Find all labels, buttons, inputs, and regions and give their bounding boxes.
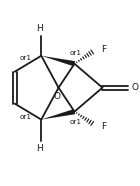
Polygon shape [41, 56, 75, 66]
Polygon shape [41, 109, 75, 120]
Text: O: O [54, 92, 61, 101]
Text: H: H [37, 23, 43, 33]
Text: F: F [101, 45, 106, 54]
Text: O: O [131, 83, 138, 92]
Text: or1: or1 [19, 114, 31, 120]
Text: F: F [101, 122, 106, 131]
Text: or1: or1 [70, 119, 82, 125]
Text: or1: or1 [70, 50, 82, 56]
Text: or1: or1 [19, 55, 31, 61]
Text: H: H [37, 144, 43, 153]
